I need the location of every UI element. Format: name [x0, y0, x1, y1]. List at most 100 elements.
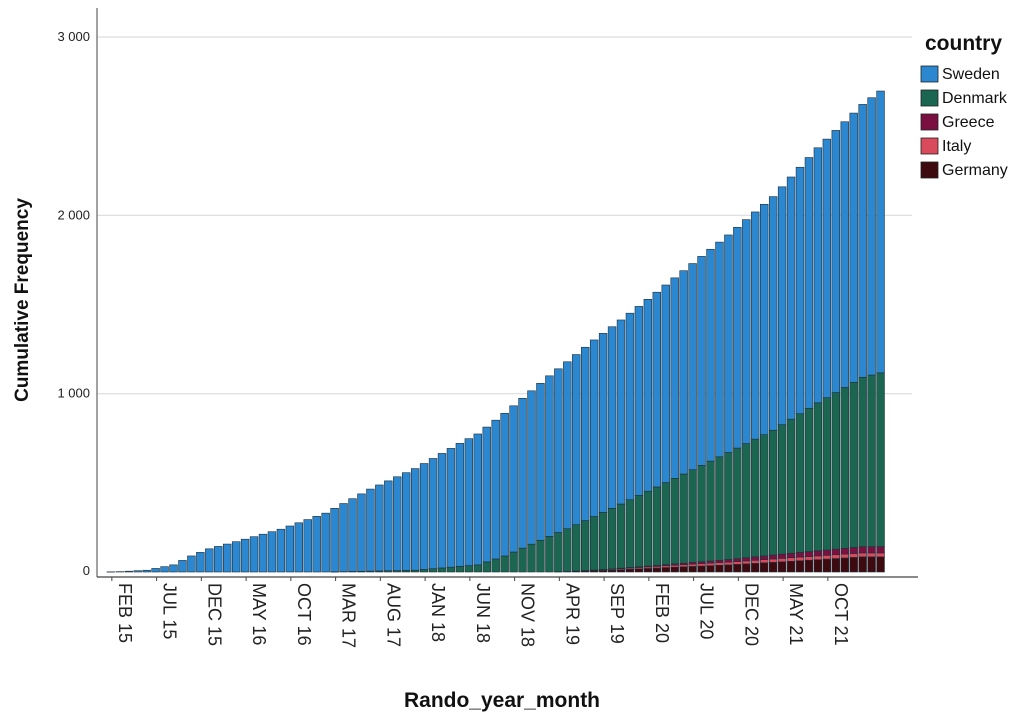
- bar-segment-sweden: [348, 498, 357, 572]
- bar-segment-sweden: [339, 503, 348, 572]
- bar-segment-greece: [706, 560, 715, 564]
- bar-segment-denmark: [840, 387, 849, 549]
- bar-segment-denmark: [572, 524, 581, 572]
- bar-segment-sweden: [384, 480, 393, 572]
- bar-segment-sweden: [580, 346, 590, 521]
- bar-segment-germany: [804, 559, 814, 573]
- bar-segment-sweden: [527, 390, 536, 545]
- bar-segment-sweden: [804, 157, 814, 409]
- bar-segment-italy: [831, 554, 841, 559]
- bar-segment-sweden: [715, 241, 724, 458]
- bar-segment-sweden: [321, 512, 330, 573]
- bar-segment-greece: [751, 556, 760, 561]
- bar-segment-germany: [840, 557, 849, 573]
- bar-segment-greece: [822, 549, 832, 556]
- bar-segment-sweden: [366, 488, 375, 572]
- bar-segment-germany: [759, 562, 769, 573]
- bar-segment-italy: [795, 556, 805, 562]
- bar-segment-sweden: [849, 112, 858, 383]
- bar-segment-sweden: [500, 412, 509, 557]
- bar-segment-sweden: [124, 570, 133, 573]
- bar-segment-sweden: [205, 548, 214, 573]
- bar-segment-sweden: [545, 375, 554, 537]
- x-tick-label: DEC 20: [741, 583, 761, 646]
- bar-segment-sweden: [223, 543, 232, 573]
- bar-segment-sweden: [625, 312, 635, 501]
- bar-segment-greece: [697, 561, 706, 565]
- x-tick-label: FEB 20: [652, 583, 672, 643]
- bar-segment-italy: [751, 559, 760, 564]
- y-tick-label: 0: [83, 563, 90, 578]
- bar-segment-greece: [777, 553, 787, 559]
- bar-segment-sweden: [151, 568, 160, 573]
- y-tick-label: 1 000: [57, 386, 90, 401]
- bar-segment-denmark: [509, 551, 518, 573]
- bar-segment-sweden: [768, 196, 778, 431]
- bar-segment-greece: [813, 550, 823, 557]
- bar-segment-denmark: [518, 547, 527, 573]
- bar-segment-denmark: [455, 566, 465, 573]
- bar-segment-germany: [724, 564, 733, 573]
- bar-segment-denmark: [607, 507, 617, 570]
- bar-segment-denmark: [616, 503, 626, 569]
- bar-segment-sweden: [652, 291, 662, 488]
- axes: [96, 8, 918, 578]
- y-tick-label: 3 000: [57, 29, 90, 44]
- legend-swatch-germany: [920, 161, 939, 179]
- bar-segment-italy: [759, 559, 769, 564]
- bar-segment-greece: [715, 559, 724, 564]
- bar-segment-sweden: [214, 546, 223, 573]
- bar-segment-sweden: [679, 270, 688, 475]
- bar-segment-germany: [742, 563, 751, 573]
- bar-segment-sweden: [240, 538, 250, 573]
- bar-segment-sweden: [643, 298, 653, 492]
- bar-segment-germany: [643, 568, 653, 573]
- bar-segment-germany: [786, 560, 796, 573]
- bar-segment-denmark: [813, 402, 823, 552]
- bar-segment-sweden: [267, 531, 277, 573]
- bar-segment-sweden: [401, 472, 411, 571]
- bar-segment-sweden: [294, 522, 303, 573]
- x-tick-label: JUL 20: [697, 583, 717, 639]
- bar-segment-denmark: [670, 477, 679, 565]
- bar-segment-denmark: [715, 456, 724, 561]
- bar-segment-greece: [804, 551, 814, 557]
- bar-segment-germany: [733, 564, 742, 573]
- bar-segment-sweden: [795, 166, 805, 415]
- bar-segment-germany: [813, 559, 823, 573]
- bar-segment-denmark: [822, 397, 832, 551]
- bar-segment-sweden: [607, 326, 617, 509]
- bar-segment-sweden: [473, 433, 482, 566]
- bar-segment-sweden: [572, 354, 581, 525]
- bar-segment-denmark: [768, 429, 778, 556]
- bar-segment-italy: [786, 557, 796, 562]
- bar-segment-denmark: [742, 443, 751, 559]
- bar-segment-denmark: [751, 438, 760, 558]
- bar-segment-sweden: [276, 528, 286, 573]
- bar-segment-sweden: [742, 219, 751, 444]
- bar-segment-denmark: [697, 465, 706, 563]
- bar-segment-sweden: [858, 104, 867, 378]
- bar-segment-denmark: [589, 516, 599, 571]
- bar-segment-sweden: [554, 368, 563, 533]
- bar-segment-denmark: [804, 407, 814, 552]
- bar-segment-germany: [849, 557, 858, 573]
- bar-segment-denmark: [554, 532, 563, 573]
- x-tick-label: JUN 18: [473, 583, 493, 643]
- bar-segment-denmark: [858, 376, 867, 547]
- bar-segment-germany: [697, 565, 706, 573]
- bar-segment-sweden: [187, 555, 196, 573]
- bar-segment-sweden: [518, 397, 527, 549]
- bar-segment-sweden: [724, 234, 733, 453]
- legend-label-germany: Germany: [942, 162, 1008, 179]
- legend-swatch-sweden: [920, 65, 939, 83]
- bar-segment-italy: [688, 563, 697, 567]
- bar-segment-denmark: [464, 565, 474, 573]
- bar-segment-sweden: [464, 438, 474, 566]
- x-tick-label: JUL 15: [160, 583, 180, 639]
- bar-segment-sweden: [697, 256, 706, 466]
- bar-segment-italy: [867, 552, 876, 558]
- bar-segment-denmark: [419, 569, 429, 573]
- bar-segment-denmark: [580, 520, 590, 571]
- bar-segment-denmark: [428, 568, 438, 573]
